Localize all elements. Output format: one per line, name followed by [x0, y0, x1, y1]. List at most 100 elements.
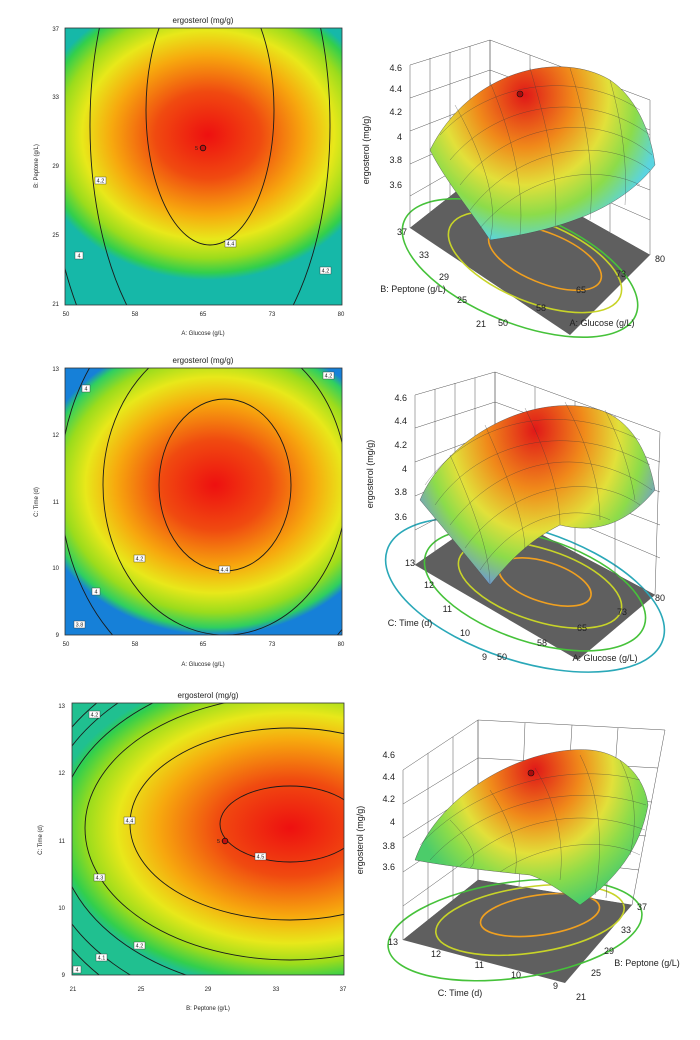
contour-1-x-label: A: Glucose (g/L): [181, 331, 224, 337]
surface-1-design-point: [516, 90, 524, 98]
contour-3-level-labels: 4.2 4.4 4.5 4.3 4.2 4.1 4: [72, 710, 267, 974]
contour-2-level-label: 4: [84, 387, 87, 393]
contour-1-y-ticks: 21 25 29 33 37: [52, 27, 59, 308]
contour-1-y-tick: 21: [52, 302, 59, 308]
contour-1-y-tick: 25: [52, 233, 59, 239]
contour-1-y-tick: 37: [52, 27, 59, 33]
surface-2-x-ticks: 50 58 65 73 80: [497, 593, 665, 662]
contour-1-x-tick: 58: [132, 312, 139, 318]
surface-1-x-tick: 80: [655, 254, 665, 264]
contour-1-line-44: [145, 28, 275, 246]
surface-3-x-tick: 10: [511, 970, 521, 980]
contour-3-level-label: 4.5: [257, 855, 265, 861]
contour-2-level-label: 4: [94, 590, 97, 596]
contour-2-x-tick: 50: [63, 642, 70, 648]
surface-2-z-tick: 3.6: [394, 512, 407, 522]
contour-2-x-ticks: 50 58 65 73 80: [63, 642, 345, 648]
contour-3-design-point: [221, 837, 229, 845]
contour-1-x-tick: 50: [63, 312, 70, 318]
contour-2-x-label: A: Glucose (g/L): [181, 662, 224, 668]
surface-3-y-tick: 21: [576, 992, 586, 1002]
surface-3-x-tick: 11: [475, 960, 484, 970]
surface-2-y-tick: 10: [460, 628, 470, 638]
surface-1-x-tick: 65: [576, 285, 586, 295]
surface-3-y-tick: 29: [604, 946, 614, 956]
contour-2-y-label: C: Time (d): [34, 487, 40, 517]
contour-2-level-label: 4.2: [136, 557, 144, 563]
contour-3-level-label: 4.4: [126, 819, 134, 825]
surface-2-x-tick: 80: [655, 593, 665, 603]
contour-3-fill: [72, 703, 344, 975]
contour-2-y-ticks: 9 10 11 12 13: [52, 367, 59, 639]
surface-1-y-tick: 37: [397, 227, 407, 237]
surface-1-z-tick: 4.4: [389, 84, 402, 94]
contour-3-x-tick: 21: [70, 987, 77, 993]
surface-1-y-tick: 25: [457, 295, 467, 305]
surface-2-x-tick: 73: [617, 607, 627, 617]
surface-3-x-tick: 13: [388, 937, 398, 947]
contour-1-fill: [65, 28, 342, 305]
surface-3-surface: [414, 749, 649, 906]
contour-1-design-point-label: 5: [195, 146, 198, 152]
surface-plot-1: 3.6 3.8 4 4.2 4.4 4.6 ergosterol (mg/g) …: [361, 39, 665, 339]
surface-1-z-tick: 3.6: [389, 180, 402, 190]
contour-3-x-ticks: 21 25 29 33 37: [70, 987, 347, 993]
surface-3-y-tick: 37: [637, 902, 647, 912]
contour-2-level-label: 4.4: [221, 568, 229, 574]
surface-1-y-label: B: Peptone (g/L): [380, 284, 446, 294]
surface-3-x-ticks: 13 12 11 10 9: [388, 937, 558, 991]
surface-2-x-tick: 65: [577, 623, 587, 633]
surface-1-y-tick: 33: [419, 250, 429, 260]
surface-2-z-tick: 4.6: [394, 393, 407, 403]
surface-2-z-tick: 3.8: [394, 487, 407, 497]
contour-plot-2: ergosterol (mg/g) 4 4.2 4.4 3.8 4 4.2: [34, 356, 345, 668]
surface-3-z-ticks: 3.6 3.8 4 4.2 4.4 4.6: [382, 750, 395, 872]
contour-1-level-labels: 4 4.2 4.4 4.2: [74, 176, 332, 275]
contour-1-design-point: [199, 144, 207, 152]
contour-1-frame: [64, 27, 343, 306]
surface-1-z-label: ergosterol (mg/g): [361, 116, 371, 185]
contour-2-line-42: [102, 368, 342, 635]
surface-1-x-tick: 58: [536, 303, 546, 313]
surface-1-z-tick: 4: [397, 132, 402, 142]
surface-2-x-tick: 58: [537, 638, 547, 648]
surface-1-z-tick: 3.8: [389, 155, 402, 165]
contour-3-x-tick: 33: [273, 987, 280, 993]
contour-2-x-tick: 73: [269, 642, 276, 648]
surface-3-x-tick: 12: [431, 949, 441, 959]
surface-3-y-tick: 25: [591, 968, 601, 978]
contour-2-y-tick: 11: [53, 500, 60, 506]
contour-3-frame: [71, 702, 345, 976]
contour-2-level-labels: 4 4.2 4.4 3.8 4 4.2: [73, 371, 335, 629]
contour-2-x-tick: 65: [200, 642, 207, 648]
contour-3-x-label: B: Peptone (g/L): [186, 1006, 230, 1012]
surface-1-y-ticks: 21 25 29 33 37: [397, 227, 486, 329]
contour-3-level-label: 4.1: [98, 956, 106, 962]
contour-1-x-ticks: 50 58 65 73 80: [63, 312, 345, 318]
surface-2-y-tick: 12: [424, 580, 434, 590]
contour-2-x-tick: 80: [338, 642, 345, 648]
surface-2-z-tick: 4: [402, 464, 407, 474]
contour-plot-3: ergosterol (mg/g) 4.2 4.4 4.5 4.3 4.2: [38, 691, 347, 1012]
surface-1-x-ticks: 50 58 65 73 80: [498, 254, 665, 328]
contour-2-x-tick: 58: [132, 642, 139, 648]
contour-2-level-label: 3.8: [76, 623, 84, 629]
surface-3-floor-contours: [387, 878, 643, 982]
contour-1-level-label: 4.2: [97, 179, 105, 185]
contour-1-line-42: [89, 28, 331, 305]
contour-1-x-tick: 80: [338, 312, 345, 318]
contour-3-x-tick: 25: [138, 987, 145, 993]
surface-3-z-tick: 4.2: [382, 794, 395, 804]
contour-2-y-tick: 9: [56, 633, 60, 639]
contour-3-level-label: 4.2: [136, 944, 144, 950]
surface-3-z-tick: 3.6: [382, 862, 395, 872]
contour-1-y-tick: 29: [52, 164, 59, 170]
surface-1-y-tick: 21: [476, 319, 486, 329]
surface-3-x-tick: 9: [553, 981, 558, 991]
contour-1-x-tick: 65: [200, 312, 207, 318]
contour-1-y-label: B: Peptone (g/L): [34, 144, 40, 188]
surface-2-y-ticks: 9 10 11 12 13: [405, 558, 487, 662]
surface-1-x-tick: 73: [616, 269, 626, 279]
contour-3-level-label: 4: [75, 968, 78, 974]
